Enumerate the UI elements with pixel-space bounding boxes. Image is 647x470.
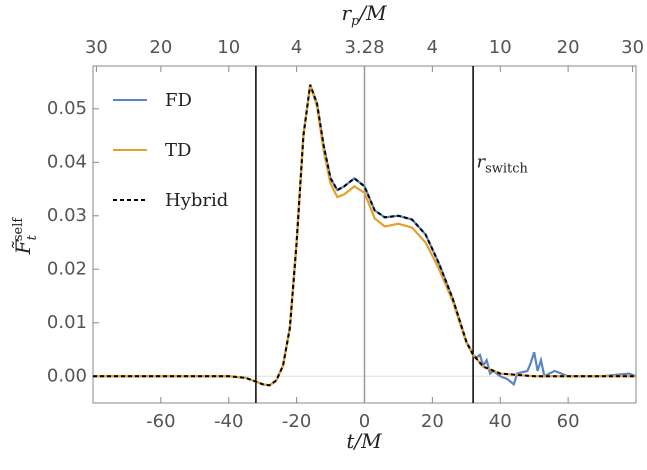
annotation-part: switch (485, 162, 528, 177)
y-tick-label: 0.04 (47, 151, 87, 172)
series-line (93, 84, 636, 387)
x2-tick-label: 10 (489, 37, 512, 58)
legend-label: FD (165, 90, 192, 111)
x2-tick-label: 20 (149, 37, 172, 58)
series-line (93, 84, 636, 387)
label-part: F̃ (11, 239, 35, 255)
y-tick-label: 0.02 (47, 258, 87, 279)
x2-tick-label: 30 (621, 37, 644, 58)
y-tick-label: 0.05 (47, 98, 87, 119)
label-part: self (11, 217, 26, 242)
x2-tick-label: 3.28 (344, 37, 384, 58)
annotation: rswitch (476, 152, 528, 177)
x-tick-label: 0 (359, 411, 370, 432)
label-part: r (341, 1, 352, 25)
y-tick-label: 0.01 (47, 312, 87, 333)
x2-tick-label: 4 (427, 37, 438, 58)
legend-label: Hybrid (165, 190, 228, 211)
x-tick-label: 60 (557, 411, 580, 432)
x2-tick-label: 4 (291, 37, 302, 58)
x-tick-label: 20 (421, 411, 444, 432)
label-part: t (25, 234, 40, 240)
x2-tick-label: 10 (217, 37, 240, 58)
label-part: /M (357, 1, 387, 25)
y-axis-label: F̃tself (11, 217, 40, 256)
x-tick-label: -20 (282, 411, 311, 432)
y-tick-label: 0.00 (47, 365, 87, 386)
y-tick-label: 0.03 (47, 205, 87, 226)
x2-tick-label: 20 (557, 37, 580, 58)
x-tick-label: 40 (489, 411, 512, 432)
x-tick-label: -40 (214, 411, 243, 432)
annotation-part: r (476, 152, 486, 173)
x-tick-label: -60 (146, 411, 175, 432)
label-part: p (351, 14, 360, 29)
x-axis-label: t/M (346, 429, 382, 453)
x2-tick-label: 30 (85, 37, 108, 58)
x2-axis-label: rp/M (341, 1, 387, 29)
legend-label: TD (165, 140, 191, 161)
